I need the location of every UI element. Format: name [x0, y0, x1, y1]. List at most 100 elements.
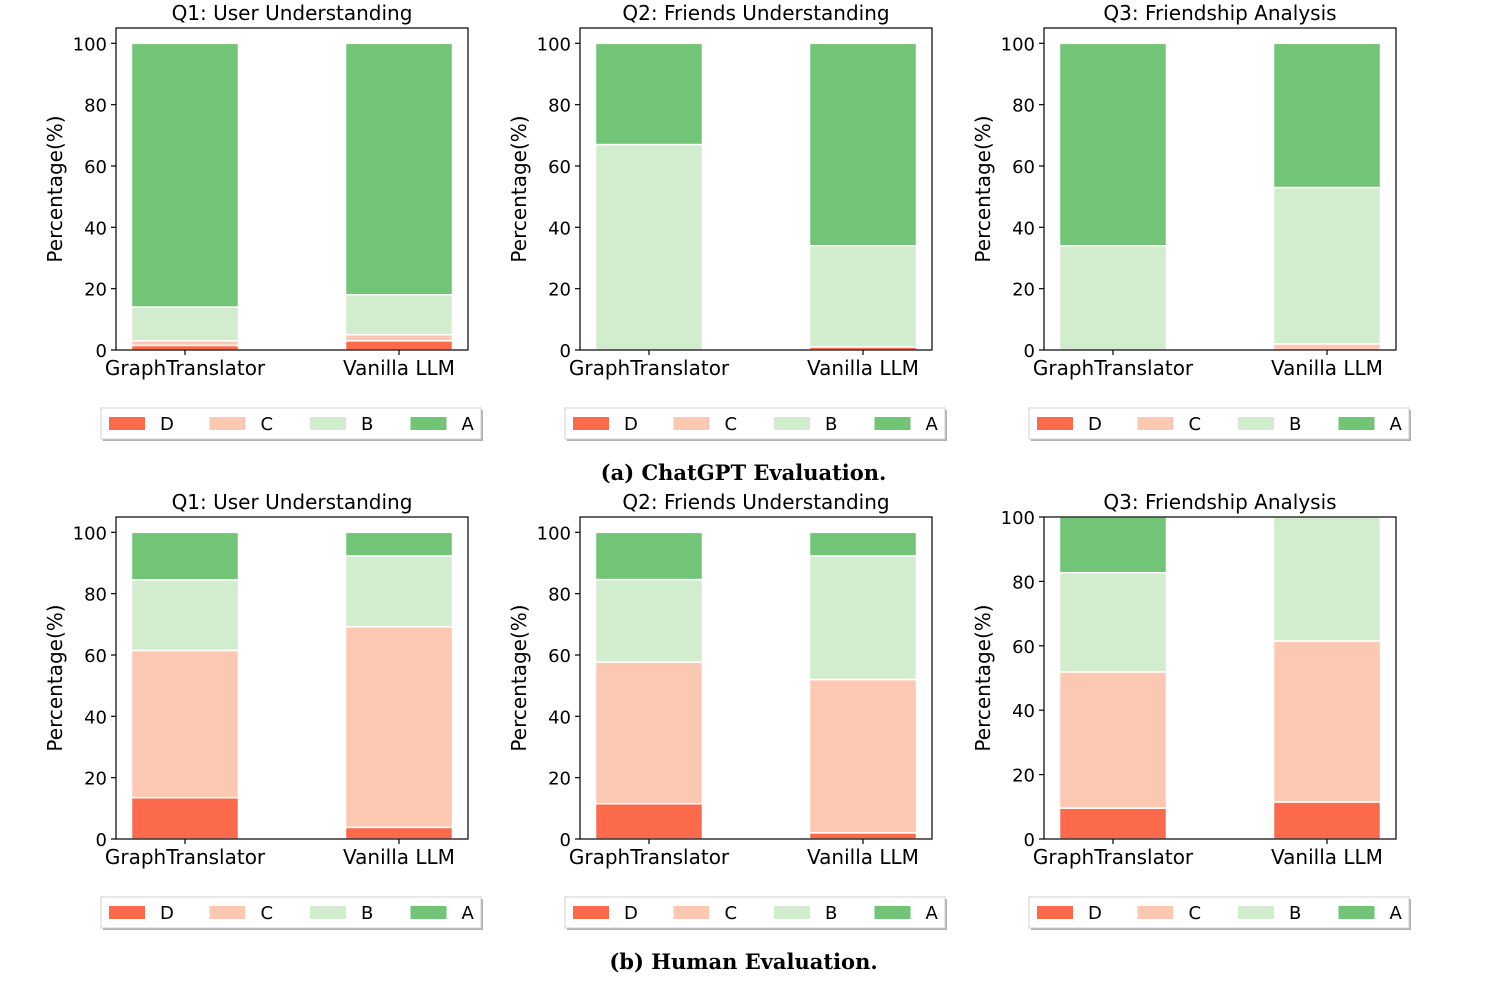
y-tick-label: 0: [560, 341, 571, 362]
y-tick-label: 0: [96, 830, 107, 851]
bar-segment-graphtranslator-a: [130, 42, 240, 308]
chart-1: Q1: User Understanding GraphTranslator Van…: [43, 1, 483, 441]
y-axis-label: Percentage(%): [971, 604, 995, 751]
axes-frame: [115, 27, 469, 351]
legend-label-c: C: [261, 903, 274, 924]
legend-swatch-c: [209, 417, 246, 430]
axes-frame: [115, 516, 469, 840]
legend-label-a: A: [462, 903, 475, 924]
chart-title: Q3: Friendship Analysis: [1103, 490, 1336, 514]
legend-swatch-d: [1037, 906, 1073, 919]
chart-title: Q2: Friends Understanding: [622, 490, 889, 514]
x-tick-label-vanilla-llm: Vanilla LLM: [807, 356, 919, 380]
legend-swatch-b: [1238, 417, 1274, 430]
caption-b: (b) Human Evaluation.: [609, 949, 878, 974]
bar-segment-graphtranslator-a: [594, 531, 704, 581]
y-tick-label: 20: [1012, 280, 1035, 301]
y-tick-label: 80: [548, 585, 571, 606]
legend-swatch-a: [874, 906, 911, 919]
x-tick-label-vanilla-llm: Vanilla LLM: [1271, 356, 1383, 380]
bar-segment-graphtranslator-b: [594, 143, 704, 351]
legend-swatch-d: [1037, 417, 1073, 430]
x-tick-label-graphtranslator: GraphTranslator: [1033, 356, 1194, 380]
x-tick-label-graphtranslator: GraphTranslator: [105, 845, 266, 869]
bar-segment-graphtranslator-a: [594, 42, 704, 146]
legend-swatch-b: [1238, 906, 1274, 919]
legend-label-a: A: [926, 414, 939, 435]
bar-segment-vanilla-llm-a: [808, 531, 918, 557]
legend-swatch-d: [109, 906, 145, 919]
legend-label-c: C: [725, 903, 738, 924]
y-tick-label: 20: [84, 769, 107, 790]
legend-swatch-a: [874, 417, 911, 430]
y-tick-label: 40: [548, 707, 571, 728]
legend-label-a: A: [462, 414, 475, 435]
axes-frame: [1043, 27, 1397, 351]
x-tick-label-graphtranslator: GraphTranslator: [569, 356, 730, 380]
bar-segment-vanilla-llm-b: [344, 555, 454, 628]
bar-segment-vanilla-llm-c: [344, 626, 454, 829]
y-tick-label: 100: [73, 523, 107, 544]
bar-segment-vanilla-llm-b: [1272, 516, 1382, 642]
y-tick-label: 60: [84, 157, 107, 178]
bar-segment-vanilla-llm-b: [1272, 186, 1382, 345]
bar-segment-vanilla-llm-d: [344, 826, 454, 840]
y-tick-label: 60: [548, 157, 571, 178]
legend-label-b: B: [1289, 903, 1301, 924]
legend-swatch-d: [573, 906, 609, 919]
legend-label-c: C: [261, 414, 274, 435]
bar-segment-graphtranslator-b: [1058, 571, 1168, 673]
y-tick-label: 80: [84, 585, 107, 606]
legend-label-c: C: [1189, 414, 1202, 435]
x-tick-label-graphtranslator: GraphTranslator: [1033, 845, 1194, 869]
y-tick-label: 0: [560, 830, 571, 851]
y-tick-label: 0: [1024, 341, 1035, 362]
bar-segment-graphtranslator-d: [1058, 807, 1168, 840]
y-tick-label: 0: [96, 341, 107, 362]
legend-swatch-b: [310, 906, 346, 919]
legend-label-d: D: [624, 903, 638, 924]
bar-segment-vanilla-llm-d: [808, 832, 918, 840]
legend-swatch-a: [1338, 417, 1375, 430]
bar-segment-vanilla-llm-c: [1272, 343, 1382, 351]
y-tick-label: 40: [548, 218, 571, 239]
chart-3: Q3: Friendship Analysis GraphTranslator Va…: [971, 1, 1411, 441]
bar-segment-vanilla-llm-d: [344, 340, 454, 351]
y-tick-label: 20: [548, 280, 571, 301]
legend-label-a: A: [1390, 903, 1403, 924]
y-tick-label: 60: [1012, 637, 1035, 658]
x-tick-label-graphtranslator: GraphTranslator: [105, 356, 266, 380]
legend-label-a: A: [1390, 414, 1403, 435]
y-tick-label: 40: [1012, 218, 1035, 239]
y-axis-label: Percentage(%): [507, 604, 531, 751]
y-tick-label: 20: [1012, 766, 1035, 787]
y-tick-label: 0: [1024, 830, 1035, 851]
bar-segment-vanilla-llm-c: [808, 678, 918, 834]
bar-segment-graphtranslator-b: [1058, 244, 1168, 351]
y-tick-label: 20: [84, 280, 107, 301]
y-tick-label: 40: [84, 218, 107, 239]
y-tick-label: 80: [548, 96, 571, 117]
caption-a: (a) ChatGPT Evaluation.: [600, 460, 887, 485]
legend-label-a: A: [926, 903, 939, 924]
bar-segment-vanilla-llm-a: [808, 42, 918, 247]
y-axis-label: Percentage(%): [507, 115, 531, 262]
chart-2: Q2: Friends Understanding GraphTranslator…: [507, 1, 947, 441]
y-tick-label: 20: [548, 769, 571, 790]
chart-title: Q1: User Understanding: [172, 1, 413, 25]
y-tick-label: 100: [1001, 508, 1035, 529]
legend-swatch-b: [774, 417, 810, 430]
y-tick-label: 80: [1012, 96, 1035, 117]
legend-label-b: B: [825, 414, 837, 435]
x-tick-label-vanilla-llm: Vanilla LLM: [1271, 845, 1383, 869]
legend-swatch-c: [209, 906, 246, 919]
legend-swatch-a: [1338, 906, 1375, 919]
bar-segment-vanilla-llm-b: [808, 244, 918, 348]
y-tick-label: 100: [537, 34, 571, 55]
legend-swatch-a: [410, 906, 447, 919]
legend-label-b: B: [1289, 414, 1301, 435]
chart-title: Q3: Friendship Analysis: [1103, 1, 1336, 25]
bar-segment-graphtranslator-c: [130, 649, 240, 799]
x-tick-label-vanilla-llm: Vanilla LLM: [343, 845, 455, 869]
legend-label-d: D: [1088, 903, 1102, 924]
